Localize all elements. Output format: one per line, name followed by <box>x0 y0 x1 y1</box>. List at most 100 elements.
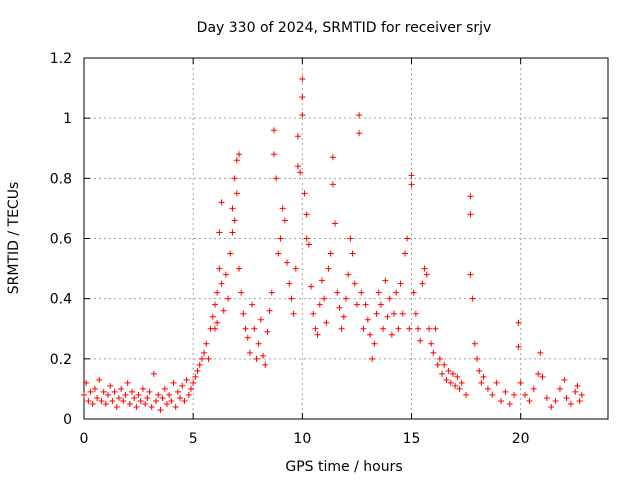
data-point <box>129 388 136 395</box>
x-tick-label: 20 <box>512 431 530 447</box>
data-point <box>447 379 454 386</box>
data-point <box>187 385 194 392</box>
data-point <box>203 340 210 347</box>
data-point <box>417 337 424 344</box>
data-point <box>218 199 225 206</box>
data-point <box>113 403 120 410</box>
data-point <box>150 370 157 377</box>
data-point <box>386 295 393 302</box>
data-point <box>273 175 280 182</box>
data-point <box>190 379 197 386</box>
data-point <box>375 289 382 296</box>
data-point <box>81 391 87 398</box>
data-point <box>216 229 223 236</box>
data-point <box>515 343 522 350</box>
data-point <box>539 373 546 380</box>
data-point <box>98 397 105 404</box>
data-point <box>144 394 151 401</box>
data-point <box>192 373 199 380</box>
data-point <box>362 301 369 308</box>
data-point <box>526 397 533 404</box>
data-point <box>410 289 417 296</box>
data-point <box>543 394 550 401</box>
data-point <box>120 397 127 404</box>
y-axis-label: SRMTID / TECUs <box>6 182 22 295</box>
data-point <box>268 289 275 296</box>
data-point <box>260 352 267 359</box>
data-point <box>270 151 277 158</box>
data-point <box>299 76 306 83</box>
data-point <box>430 349 437 356</box>
data-point <box>419 280 426 287</box>
data-point <box>369 355 376 362</box>
data-point <box>242 325 249 332</box>
data-point <box>332 220 339 227</box>
y-tick-label: 0 <box>63 412 72 428</box>
data-point <box>456 385 463 392</box>
data-point <box>397 280 404 287</box>
data-point <box>179 382 186 389</box>
data-point <box>567 400 574 407</box>
data-point <box>349 250 356 257</box>
data-point <box>535 370 542 377</box>
data-point <box>371 340 378 347</box>
data-point <box>329 181 336 188</box>
data-point <box>91 385 98 392</box>
y-tick-label: 0.8 <box>50 171 72 187</box>
data-point <box>281 217 288 224</box>
data-point <box>377 301 384 308</box>
data-point <box>85 397 92 404</box>
data-points <box>81 76 585 413</box>
data-point <box>467 271 474 278</box>
data-point <box>266 307 273 314</box>
data-point <box>336 304 343 311</box>
data-point <box>170 379 177 386</box>
data-point <box>458 379 465 386</box>
data-point <box>561 376 568 383</box>
data-point <box>340 313 347 320</box>
data-point <box>303 211 310 218</box>
data-point <box>233 157 240 164</box>
data-point <box>209 313 216 320</box>
data-point <box>530 385 537 392</box>
data-point <box>135 391 142 398</box>
data-point <box>299 112 306 119</box>
data-point <box>257 316 264 323</box>
data-point <box>404 235 411 242</box>
data-point <box>467 211 474 218</box>
data-point <box>305 241 312 248</box>
data-point <box>412 310 419 317</box>
y-tick-label: 0.4 <box>50 292 72 308</box>
data-point <box>353 301 360 308</box>
data-point <box>163 400 170 407</box>
data-point <box>380 325 387 332</box>
data-point <box>325 265 332 272</box>
data-point <box>356 112 363 119</box>
data-point <box>244 334 251 341</box>
data-point <box>146 388 153 395</box>
data-point <box>205 355 212 362</box>
data-point <box>220 307 227 314</box>
data-point <box>161 385 168 392</box>
data-point <box>310 310 317 317</box>
data-point <box>115 394 122 401</box>
y-tick-label: 0.2 <box>50 352 72 368</box>
data-point <box>334 289 341 296</box>
data-point <box>439 370 446 377</box>
y-tick-label: 1 <box>63 111 72 127</box>
data-point <box>452 382 459 389</box>
x-tick-label: 0 <box>80 431 89 447</box>
data-point <box>100 388 107 395</box>
data-point <box>399 310 406 317</box>
data-point <box>227 250 234 257</box>
x-axis-label: GPS time / hours <box>285 459 402 475</box>
data-point <box>395 325 402 332</box>
data-point <box>517 379 524 386</box>
data-point <box>393 289 400 296</box>
y-tick-label: 1.2 <box>50 51 72 67</box>
data-point <box>358 289 365 296</box>
data-point <box>94 394 101 401</box>
data-point <box>133 403 140 410</box>
data-point <box>436 355 443 362</box>
data-point <box>515 319 522 326</box>
